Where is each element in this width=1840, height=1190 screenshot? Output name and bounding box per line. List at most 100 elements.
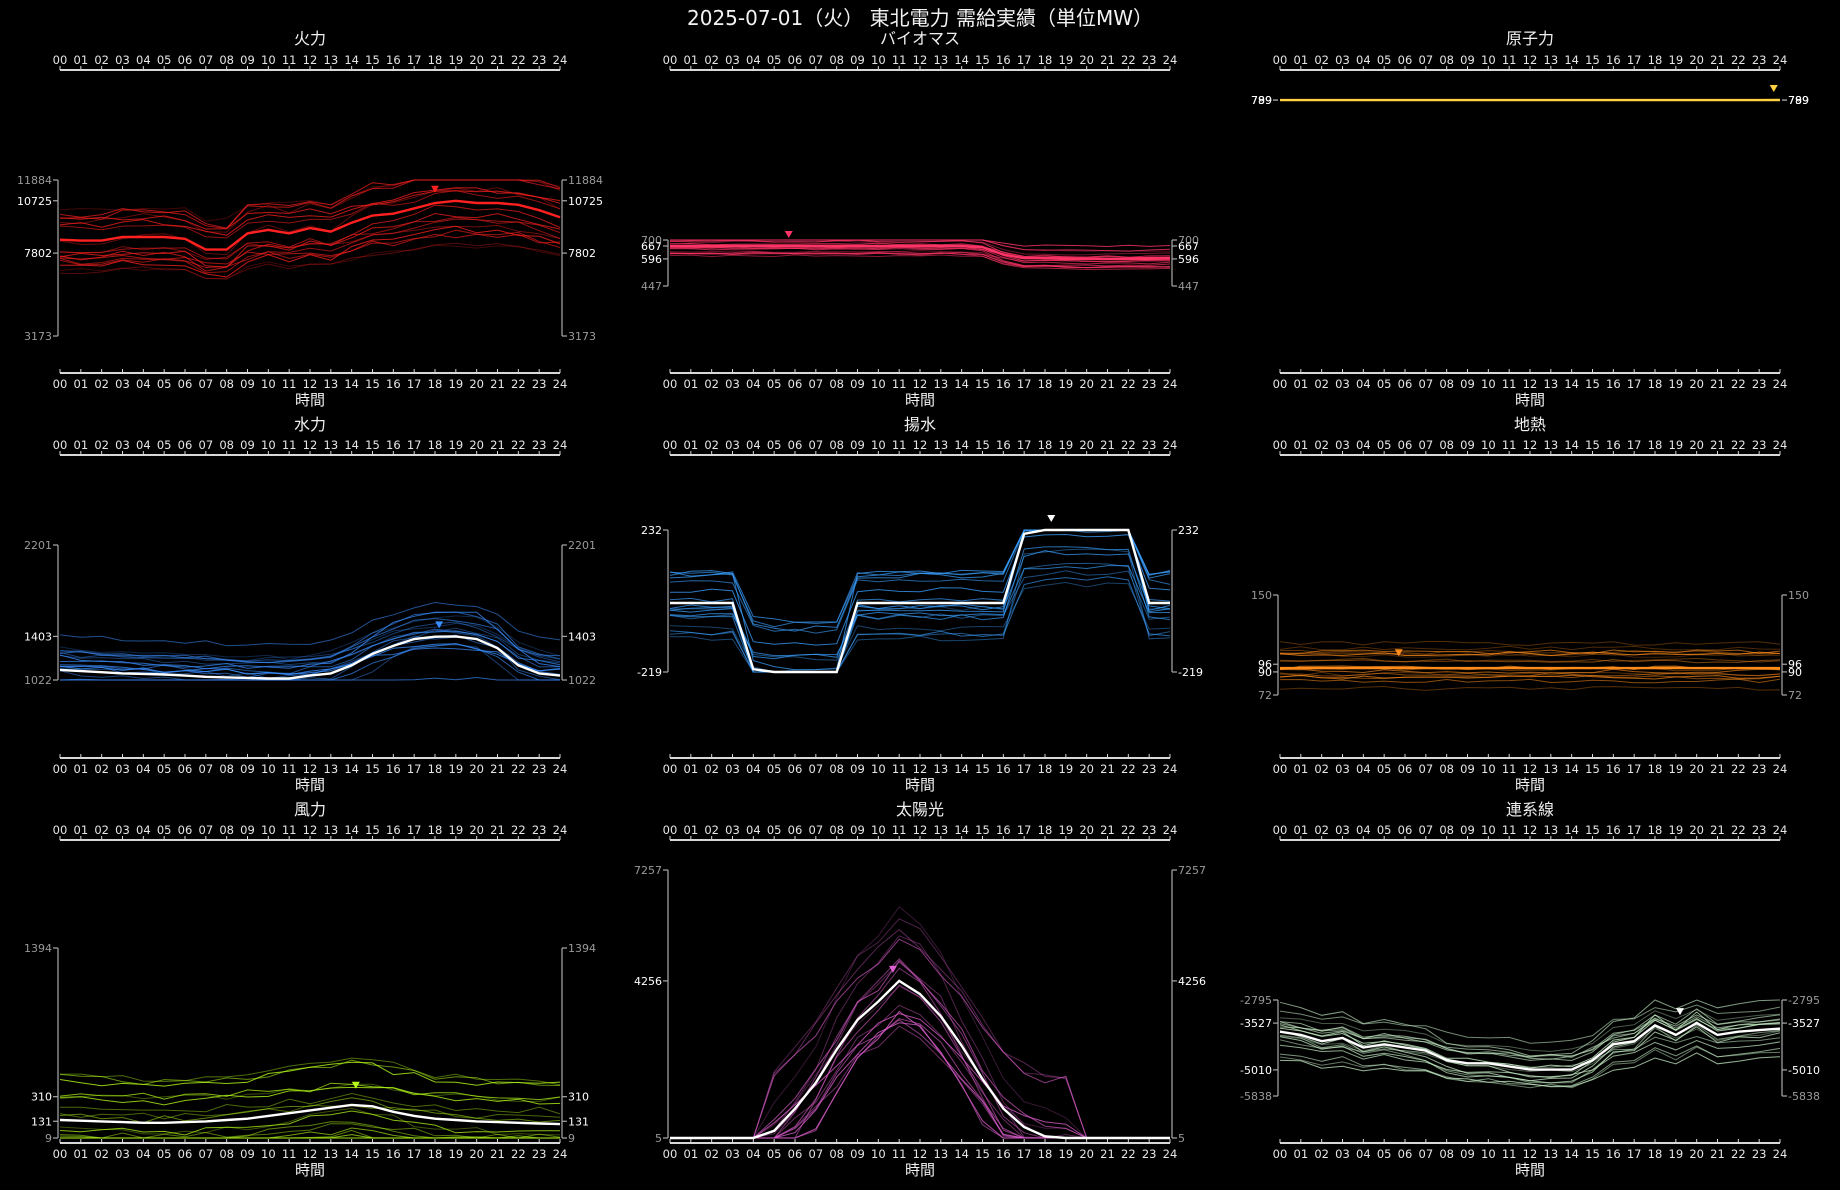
history-series-line [59,1110,561,1136]
x-tick-label: 14 [344,762,359,776]
x-tick-label: 01 [684,53,699,67]
x-tick-label: 17 [1017,53,1032,67]
y-tick-label: 1403 [568,630,596,643]
x-tick-label: 07 [809,377,824,391]
x-tick-label: 17 [1627,53,1642,67]
x-tick-label: 13 [1544,53,1559,67]
history-series-line [1279,1008,1781,1062]
x-tick-label: 02 [704,438,719,452]
y-tick-label: 232 [1178,524,1199,537]
x-tick-label: 24 [553,762,568,776]
x-tick-label: 16 [1606,823,1621,837]
x-tick-label: 13 [934,377,949,391]
x-tick-label: 14 [344,1147,359,1161]
y-tick-label: -2795 [1240,994,1272,1007]
history-series-line [59,179,561,233]
x-tick-label: 06 [178,53,193,67]
x-tick-label: 14 [954,438,969,452]
x-tick-label: 24 [1773,377,1788,391]
x-tick-label: 08 [829,762,844,776]
x-tick-label: 18 [1038,823,1053,837]
x-tick-label: 21 [490,762,505,776]
x-axis-label: 時間 [295,391,325,409]
y-tick-label: 131 [31,1115,52,1128]
chart-title: 連系線 [1506,800,1554,819]
x-tick-label: 15 [1585,823,1600,837]
history-series-line [670,958,1170,1139]
x-tick-label: 00 [663,53,678,67]
history-series-line [60,1127,560,1139]
y-tick-label: 9 [568,1132,575,1145]
x-tick-label: 18 [1038,1147,1053,1161]
x-tick-label: 06 [1398,823,1413,837]
x-tick-label: 04 [746,823,761,837]
x-tick-label: 08 [219,438,234,452]
history-series-line [1279,674,1781,680]
x-tick-label: 00 [1273,377,1288,391]
x-tick-label: 19 [1059,1147,1074,1161]
x-tick-label: 17 [407,377,422,391]
x-tick-label: 12 [303,377,318,391]
x-tick-label: 01 [74,438,89,452]
x-tick-label: 12 [303,1147,318,1161]
x-tick-label: 06 [788,377,803,391]
x-tick-label: 01 [684,377,699,391]
x-tick-label: 08 [829,1147,844,1161]
history-series-line [59,233,561,265]
x-tick-label: 20 [1689,53,1704,67]
x-tick-label: 21 [1100,438,1115,452]
x-tick-label: 05 [1377,823,1392,837]
x-tick-label: 06 [788,438,803,452]
x-tick-label: 13 [324,823,339,837]
y-tick-label: 150 [1788,589,1809,602]
history-series-line [59,1107,561,1136]
x-tick-label: 24 [1773,1147,1788,1161]
x-tick-label: 03 [725,762,740,776]
x-tick-label: 02 [1314,762,1329,776]
x-tick-label: 09 [1460,823,1475,837]
x-tick-label: 03 [1335,762,1350,776]
x-tick-label: 04 [746,377,761,391]
history-series-line [669,251,1171,263]
x-tick-label: 11 [282,438,297,452]
x-tick-label: 23 [1752,762,1767,776]
history-series-line [1279,672,1781,677]
x-tick-label: 15 [365,377,380,391]
history-series-line [59,647,561,675]
x-tick-label: 10 [871,823,886,837]
x-tick-label: 14 [344,53,359,67]
x-tick-label: 20 [1079,1147,1094,1161]
today-series-line [670,244,1171,261]
x-tick-label: 09 [240,762,255,776]
history-series-line [1279,1009,1781,1052]
x-tick-label: 03 [1335,53,1350,67]
history-series-line [1279,1004,1781,1044]
x-tick-label: 08 [1439,438,1454,452]
x-tick-label: 02 [94,1147,109,1161]
x-tick-label: 13 [934,762,949,776]
x-tick-label: 13 [934,823,949,837]
x-tick-label: 22 [1121,762,1136,776]
x-tick-label: 11 [282,762,297,776]
x-tick-label: 20 [469,438,484,452]
x-tick-label: 02 [94,823,109,837]
x-tick-label: 00 [1273,53,1288,67]
x-tick-label: 04 [1356,438,1371,452]
x-tick-label: 14 [1564,53,1579,67]
x-tick-label: 16 [1606,762,1621,776]
x-tick-label: 11 [892,823,907,837]
x-tick-label: 00 [53,762,68,776]
history-series-line [1279,651,1781,657]
x-tick-label: 15 [975,53,990,67]
peak-marker-icon [1047,515,1056,522]
x-tick-label: 03 [115,1147,130,1161]
y-tick-label: 2201 [24,539,52,552]
x-tick-label: 09 [240,823,255,837]
today-series-line [1279,1021,1781,1071]
x-tick-label: 19 [1059,438,1074,452]
x-tick-label: 21 [1710,762,1725,776]
x-tick-label: 16 [386,438,401,452]
x-tick-label: 16 [1606,1147,1621,1161]
x-tick-label: 14 [344,438,359,452]
x-tick-label: 23 [1142,377,1157,391]
